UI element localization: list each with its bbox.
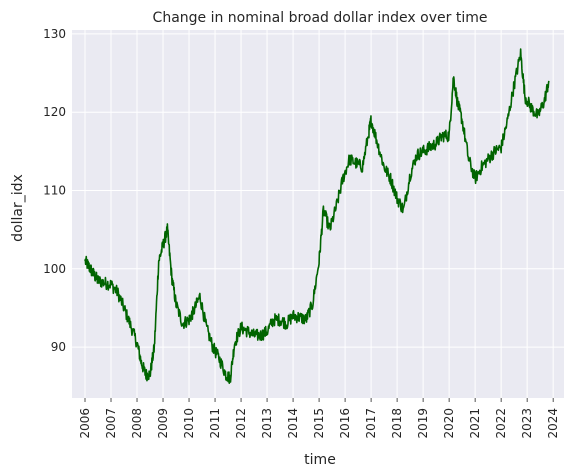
y-axis-ticks: 90 100 110 120 130 [43, 27, 66, 354]
plot-area [72, 30, 564, 398]
x-tick-label: 2017 [364, 408, 378, 439]
x-tick-label: 2019 [416, 408, 430, 439]
x-tick-label: 2018 [390, 408, 404, 439]
x-tick-label: 2021 [468, 408, 482, 439]
x-tick-label: 2010 [182, 408, 196, 439]
x-tick-label: 2011 [208, 408, 222, 439]
x-tick-label: 2013 [260, 408, 274, 439]
x-tick-label: 2008 [130, 408, 144, 439]
x-tick-label: 2020 [442, 408, 456, 439]
dollar-index-line [84, 48, 550, 384]
x-axis-label: time [304, 452, 336, 468]
x-tick-label: 2014 [286, 408, 300, 439]
chart-title: Change in nominal broad dollar index ove… [153, 10, 488, 26]
y-tick-label: 110 [43, 184, 66, 198]
y-tick-label: 120 [43, 105, 66, 119]
y-tick-label: 100 [43, 262, 66, 276]
y-axis-label: dollar_idx [10, 174, 26, 242]
x-tick-label: 2007 [104, 408, 118, 439]
x-tick-label: 2006 [78, 408, 92, 439]
x-tick-label: 2023 [520, 408, 534, 439]
grid [72, 30, 564, 398]
y-tick-label: 130 [43, 27, 66, 41]
y-tick-label: 90 [51, 340, 66, 354]
x-tick-label: 2016 [338, 408, 352, 439]
x-tick-label: 2015 [312, 408, 326, 439]
x-tick-label: 2009 [156, 408, 170, 439]
x-axis-ticks: 2006 2007 2008 2009 2010 2011 2012 2013 2014 2015… [78, 398, 560, 439]
x-tick-label: 2022 [494, 408, 508, 439]
x-tick-label: 2024 [546, 408, 560, 439]
x-tick-label: 2012 [234, 408, 248, 439]
